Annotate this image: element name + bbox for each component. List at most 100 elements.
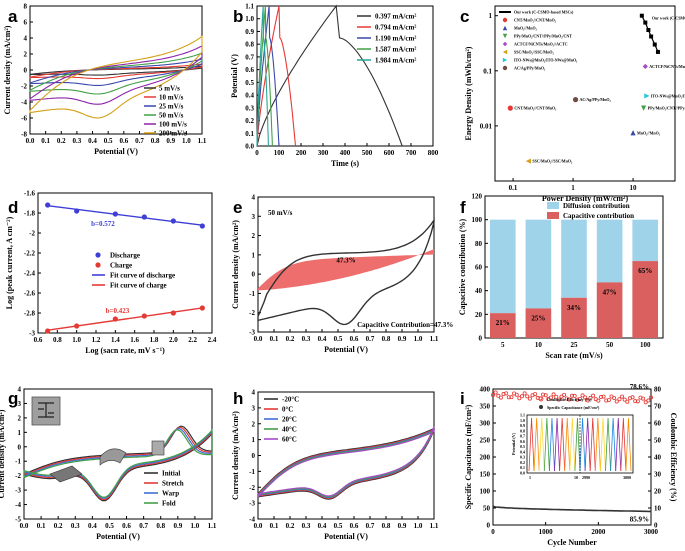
this-work-point-c <box>646 28 651 33</box>
y-tick-label-a: 8 <box>24 3 28 11</box>
y-tick-label-g: 4 <box>18 386 22 394</box>
efficiency-point-i <box>551 392 556 397</box>
bar-capacitive-f <box>561 297 587 338</box>
y-tick-label-f: 80 <box>475 240 483 248</box>
x-axis-label-h: Potential (V) <box>324 532 368 541</box>
y-tick-label-a: 0 <box>24 67 28 75</box>
efficiency-point-i <box>501 392 506 397</box>
legend-label-g: Fold <box>162 500 176 508</box>
x-tick-label-b: 400 <box>340 149 351 157</box>
x-tick-label-f: 25 <box>571 341 579 349</box>
y-tick-label-h: -3 <box>249 500 255 508</box>
legend-label-c: Our work (C-CSMO-based MSCs) <box>514 10 574 15</box>
legend-marker-i <box>538 396 544 402</box>
y-tick-label-b: 1.0 <box>245 15 254 23</box>
device-illustration-g <box>49 465 83 483</box>
gcd-curve-b <box>256 5 297 147</box>
efficiency-point-i <box>643 400 648 405</box>
legend-label-a: 200 mV/s <box>159 130 187 138</box>
y-tick-label-c: 0.01 <box>480 122 493 130</box>
inset-y-tick-label-i: 0.5 <box>520 444 525 449</box>
y-tick-label-e: -3 <box>249 329 255 337</box>
bar-diffusion-f <box>489 219 516 314</box>
x-tick-label-g: 0.0 <box>20 522 29 530</box>
efficiency-point-i <box>517 396 522 401</box>
plot-frame-e <box>257 196 435 333</box>
data-point-c <box>642 63 648 70</box>
efficiency-point-i <box>498 395 503 400</box>
y-tick-label-b: 0.2 <box>245 117 254 125</box>
y-axis-label-e: Current density (mA/cm²) <box>231 220 240 309</box>
legend-label-d: Fit curve of charge <box>110 282 167 290</box>
legend-label-f: Capacitive contribution <box>563 212 634 220</box>
data-point-d <box>45 202 51 208</box>
x-tick-label-a: 0.9 <box>166 137 175 145</box>
x-tick-label-e: 0.3 <box>302 335 311 343</box>
scan-rate-label-e: 50 mV/s <box>268 209 293 217</box>
cv-curve-a <box>29 35 203 119</box>
y-tick-label-h: 0 <box>252 452 256 460</box>
x-axis-label-i: Cycle Number <box>547 538 597 547</box>
y-tick-label-e: 4 <box>252 194 256 202</box>
inset-y-tick-label-i: 0.4 <box>520 449 525 454</box>
legend-marker-c <box>502 57 508 63</box>
x-tick-label-g: 1.0 <box>191 522 200 530</box>
device-illustration-g <box>99 448 127 466</box>
y-tick-label-d: -2.8 <box>24 310 36 318</box>
x-tick-label-b: 100 <box>274 149 285 157</box>
x-tick-label-d: 2.0 <box>169 336 178 344</box>
y-tick-label-b: 0.5 <box>245 79 254 87</box>
y-tick-label-h: -2 <box>249 484 255 492</box>
y-tick-label-i: 100 <box>480 488 491 496</box>
y-tick-label-a: -4 <box>21 99 27 107</box>
x-tick-label-d: 1.0 <box>72 336 81 344</box>
efficiency-point-i <box>562 392 567 397</box>
x-tick-label-a: 0.8 <box>151 137 160 145</box>
y-tick-label-i: 350 <box>480 403 491 411</box>
inset-y-tick-label-i: 0.6 <box>520 439 525 444</box>
efficiency-point-i <box>519 394 524 399</box>
x-tick-label-h: 1.1 <box>430 522 439 530</box>
y-tick-label-a: 6 <box>24 19 28 27</box>
inset-x-tick-label-i: 10 <box>574 475 578 480</box>
y-tick-label-b: 0.9 <box>245 28 254 36</box>
panel-letter-f: f <box>460 198 466 217</box>
x-tick-label-b: 800 <box>428 149 439 157</box>
x-tick-label-g: 0.8 <box>156 522 165 530</box>
y-tick-label-g: -2 <box>15 472 21 480</box>
efficiency-point-i <box>548 395 553 400</box>
efficiency-point-i <box>577 396 582 401</box>
y2-tick-label-i: 60 <box>654 420 662 428</box>
x-tick-label-f: 10 <box>535 341 543 349</box>
y-tick-label-a: 2 <box>24 51 28 59</box>
efficiency-point-i <box>620 394 625 399</box>
panel-letter-b: b <box>233 7 243 26</box>
y-tick-label-g: -1 <box>15 458 21 466</box>
x-tick-label-g: 0.6 <box>122 522 131 530</box>
y2-axis-label-i: Coulombic Efficiency (%) <box>669 413 678 502</box>
data-label-c: MnO₂//MnO₂ <box>637 130 661 135</box>
inset-gcd-cycle-i <box>579 417 586 472</box>
y-tick-label-f: 100 <box>472 216 483 224</box>
x-axis-label-f: Scan rate (mV/s) <box>545 351 603 360</box>
y-tick-label-i: 200 <box>480 454 491 462</box>
legend-label-h: 60°C <box>282 436 297 444</box>
y2-tick-label-i: 40 <box>654 454 662 462</box>
efficiency-point-i <box>541 392 546 397</box>
x-tick-label-c: 1 <box>571 184 575 192</box>
efficiency-point-i <box>509 395 514 400</box>
y-tick-label-h: 3 <box>252 404 256 412</box>
y-tick-label-b: 0.1 <box>245 130 254 138</box>
inset-gcd-cycle-i <box>605 417 611 472</box>
x-tick-label-e: 0.0 <box>254 335 263 343</box>
y-tick-label-a: -2 <box>21 83 27 91</box>
y-tick-label-h: 2 <box>252 420 256 428</box>
inset-y-tick-label-i: 0.0 <box>520 471 525 476</box>
legend-label-d: Discharge <box>110 252 140 260</box>
x-tick-label-a: 0.5 <box>104 137 113 145</box>
y-tick-label-f: 120 <box>472 193 483 201</box>
data-point-d <box>74 208 80 214</box>
x-tick-label-g: 0.1 <box>37 522 46 530</box>
cv-curve-g <box>23 428 213 498</box>
data-label-c: SSC/MnO₂//SSC/MnO₂ <box>532 159 573 164</box>
